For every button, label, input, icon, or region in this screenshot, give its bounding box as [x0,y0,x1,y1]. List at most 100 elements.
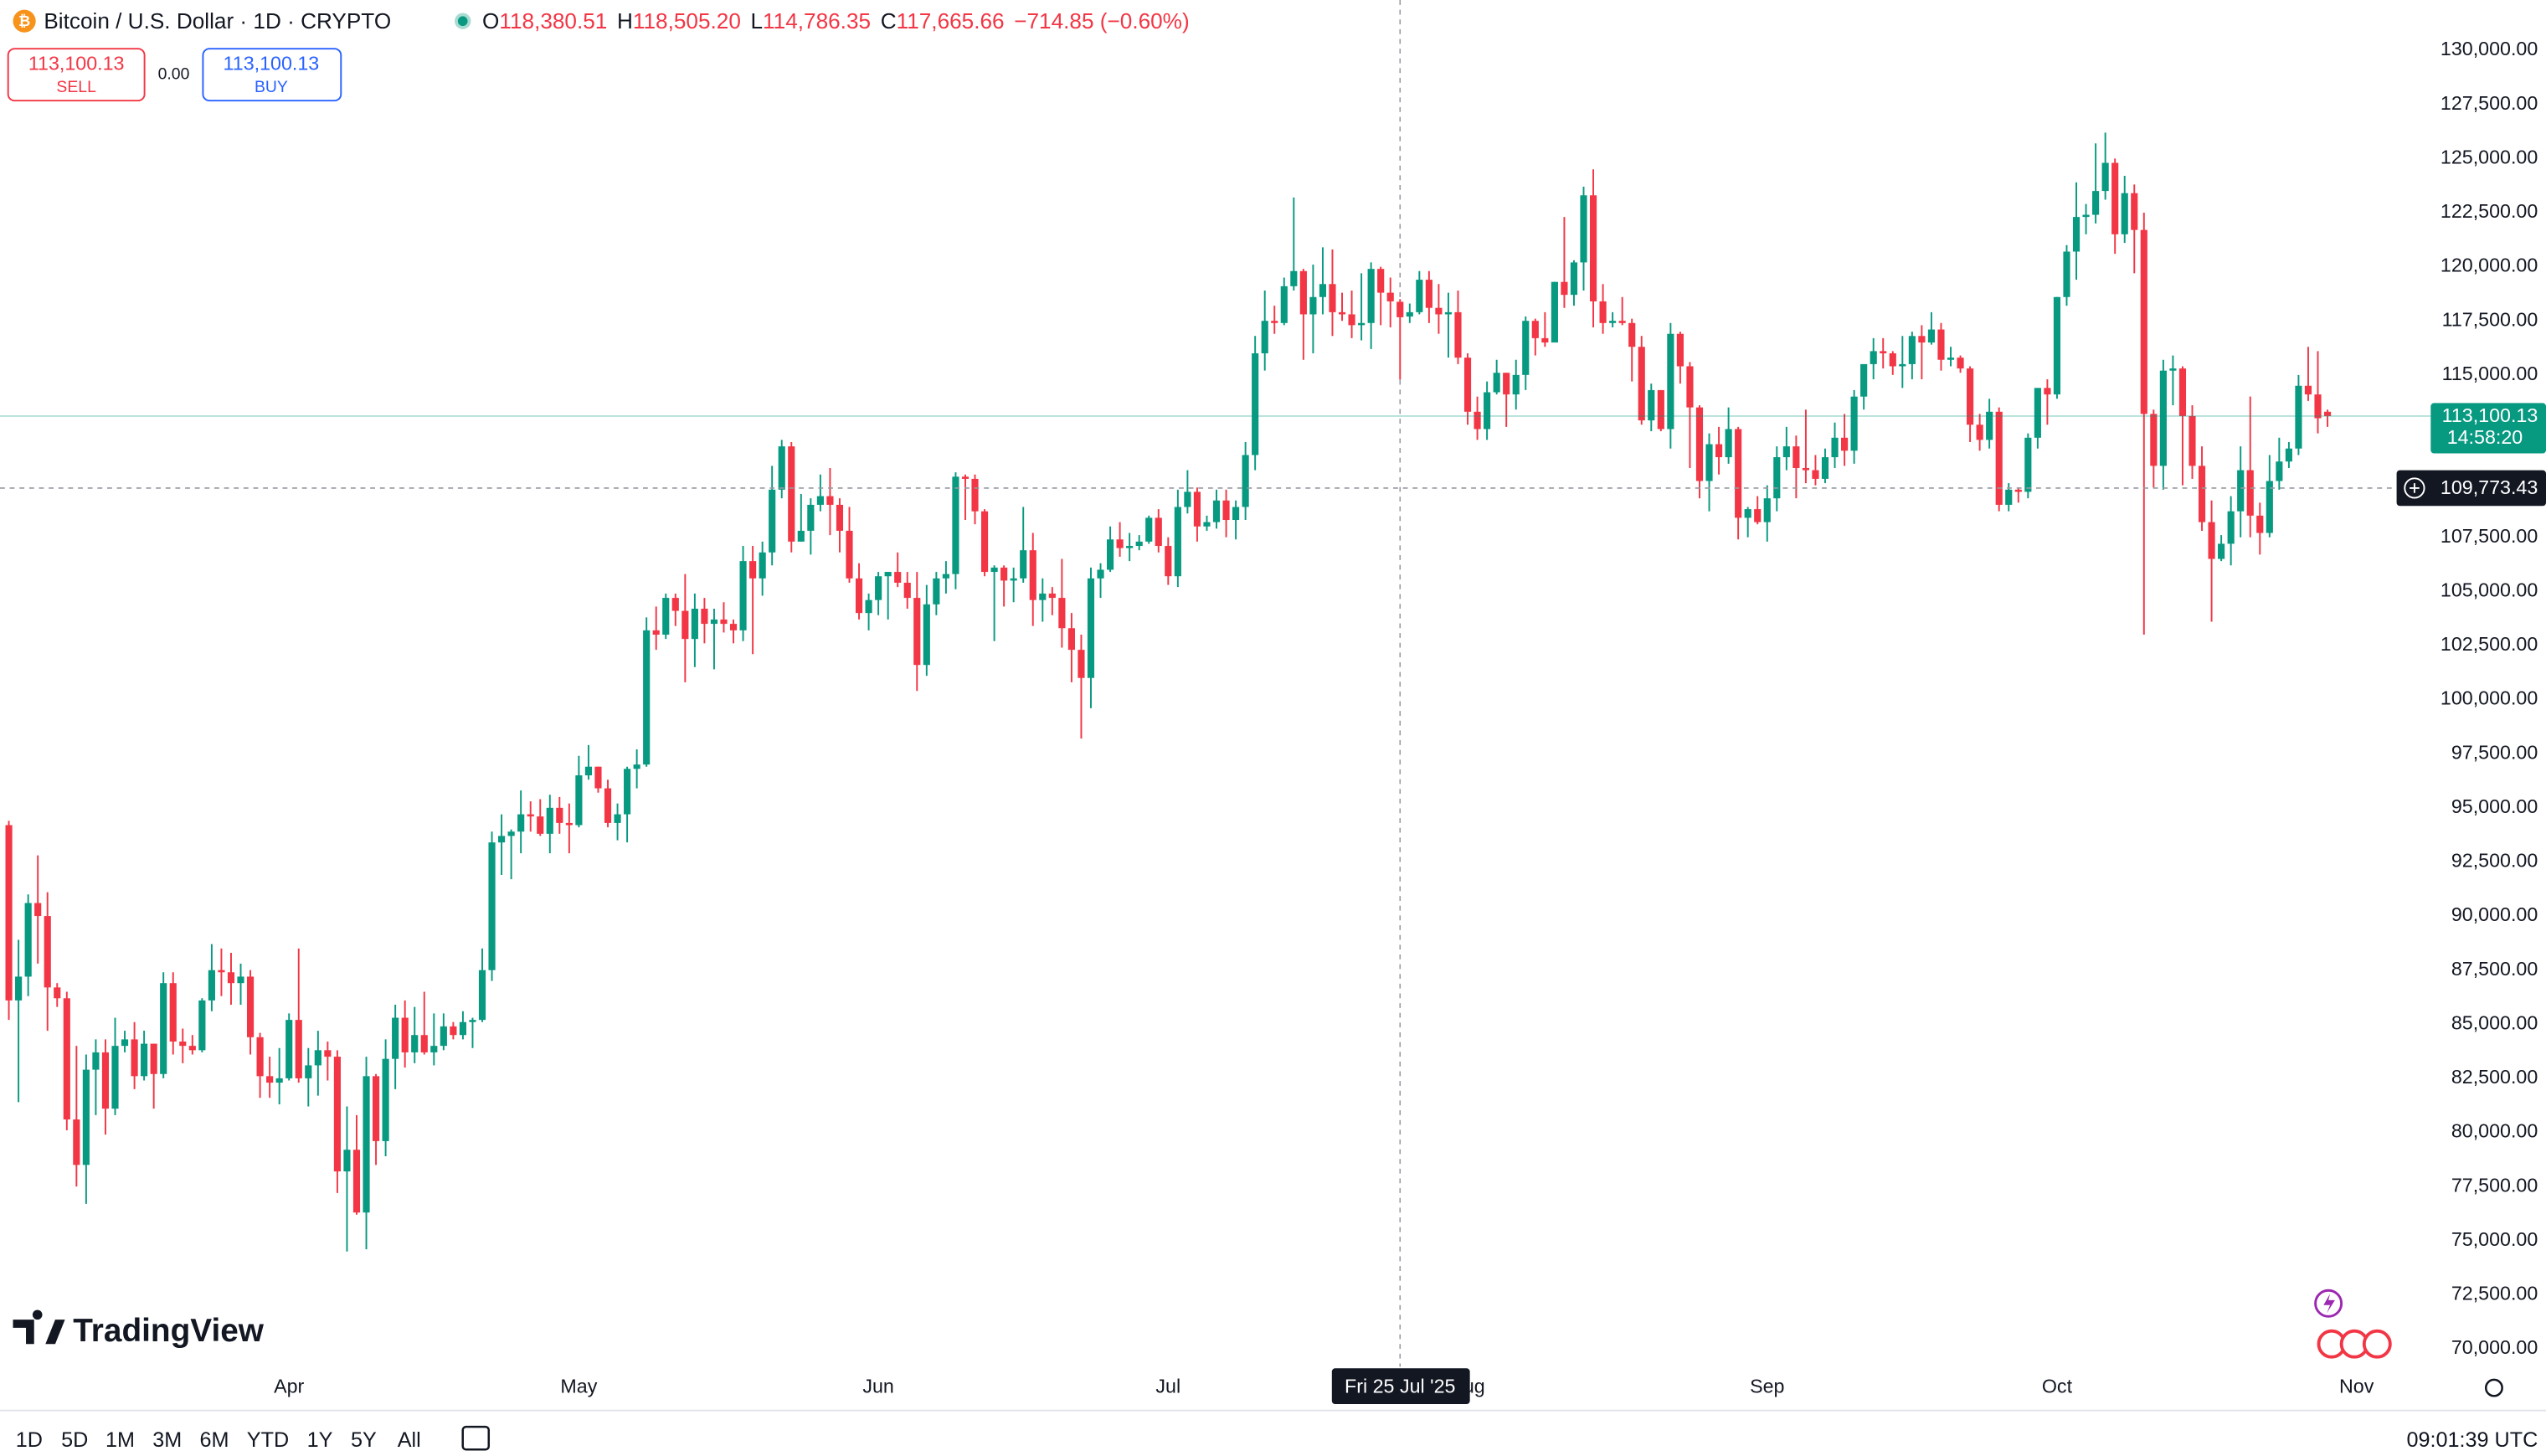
settings-icon[interactable] [2484,1378,2503,1397]
crosshair-price-label: 109,773.43 [2441,476,2538,498]
candle-body [2014,489,2022,492]
candle-body [1570,262,1578,296]
sell-button[interactable] [7,48,146,102]
candle-body [2150,414,2158,466]
range-button[interactable]: 6M [199,1428,229,1452]
range-button[interactable]: 1Y [307,1428,333,1452]
candle-body [1329,284,1336,312]
candle-body [1618,321,1626,323]
candle-body [507,831,515,836]
ohlc-legend: O118,380.51 H118,505.20 L114,786.35 C117,66… [482,8,1190,33]
y-tick-label: 100,000.00 [2441,687,2538,709]
candle-body [2131,193,2138,230]
current-price-tag [2430,403,2546,454]
candle-body [517,814,525,832]
candle-body [141,1043,148,1077]
candle-body [1020,550,1027,579]
candle-body [1889,352,1896,367]
candle-body [846,530,853,579]
buy-button[interactable] [202,48,342,102]
candle-body [1754,509,1762,522]
range-button[interactable]: 1D [16,1428,43,1452]
candle-body [208,970,215,1001]
candle-body [2140,229,2147,414]
range-button[interactable]: All [398,1428,421,1452]
x-tick-label: Oct [2042,1376,2073,1397]
candle-body [807,504,815,531]
range-button[interactable]: 5Y [351,1428,377,1452]
candle-body [1435,307,1443,315]
candle-body [1705,444,1713,481]
y-tick-label: 120,000.00 [2441,255,2538,276]
date-range-icon[interactable] [461,1425,491,1451]
add-alert-button[interactable] [2404,477,2425,499]
candle-body [2227,511,2235,544]
candle-body [2314,394,2322,419]
y-tick-label: 85,000.00 [2451,1011,2538,1033]
y-tick-label: 70,000.00 [2451,1336,2538,1358]
candle-body [729,624,738,630]
candle-body [614,814,621,823]
x-tick-label: Apr [274,1376,304,1397]
candle-body [855,578,863,614]
candle-body [478,970,486,1021]
candle-body [1870,351,1877,364]
candle-body [1918,336,1926,343]
y-tick-label: 130,000.00 [2441,38,2538,59]
candle-body [2121,193,2128,234]
candle-body [1937,329,1945,360]
event-flag[interactable] [2362,1329,2392,1359]
candle-body [246,976,255,1037]
candle-body [1290,270,1298,286]
candle-body [710,619,718,625]
alert-icon[interactable] [2314,1289,2343,1318]
candle-body [1319,284,1327,297]
candle-body [624,769,631,815]
candle-body [2111,162,2119,234]
candle-body [1126,546,1134,548]
candle-body [1193,491,1201,527]
candle-body [1686,366,1694,408]
candle-body [440,1026,447,1047]
candle-body [2024,437,2032,492]
candle-body [111,1046,119,1109]
buy-price: 113,100.13 [224,53,320,75]
candle-body [875,576,882,600]
candle-body [1715,444,1723,458]
high-value: 118,505.20 [633,8,741,33]
range-button[interactable]: 1M [105,1428,135,1452]
candle-body [63,998,70,1120]
candle-body [701,609,708,625]
candle-body [1802,467,1809,471]
y-tick-label: 90,000.00 [2451,903,2538,925]
candle-body [1242,455,1249,507]
candle-body [1029,550,1036,600]
candle-body [594,766,602,789]
candle-body [150,1043,157,1074]
market-status-dot [457,16,468,27]
candle-body [1097,569,1104,579]
y-tick-label: 125,000.00 [2441,146,2538,167]
candle-body [256,1037,264,1077]
candle-body [411,1035,419,1052]
candle-body [169,983,177,1042]
range-button[interactable]: 3M [152,1428,182,1452]
symbol-title[interactable]: Bitcoin / U.S. Dollar · 1D · CRYPTO [44,8,391,33]
sell-price: 113,100.13 [28,53,125,75]
candle-body [1048,593,1056,599]
candle-body [1947,358,1955,360]
range-button[interactable]: 5D [61,1428,88,1452]
y-tick-label: 105,000.00 [2441,579,2538,600]
candle-body [816,496,824,505]
candle-body [923,604,930,666]
candle-body [121,1039,129,1047]
range-button[interactable]: YTD [247,1428,289,1452]
candle-body [759,552,766,579]
logo-text: TradingView [73,1313,265,1349]
y-tick-label: 80,000.00 [2451,1120,2538,1142]
candle-body [73,1119,80,1165]
candle-body [527,814,534,817]
candle-body [2256,515,2264,533]
